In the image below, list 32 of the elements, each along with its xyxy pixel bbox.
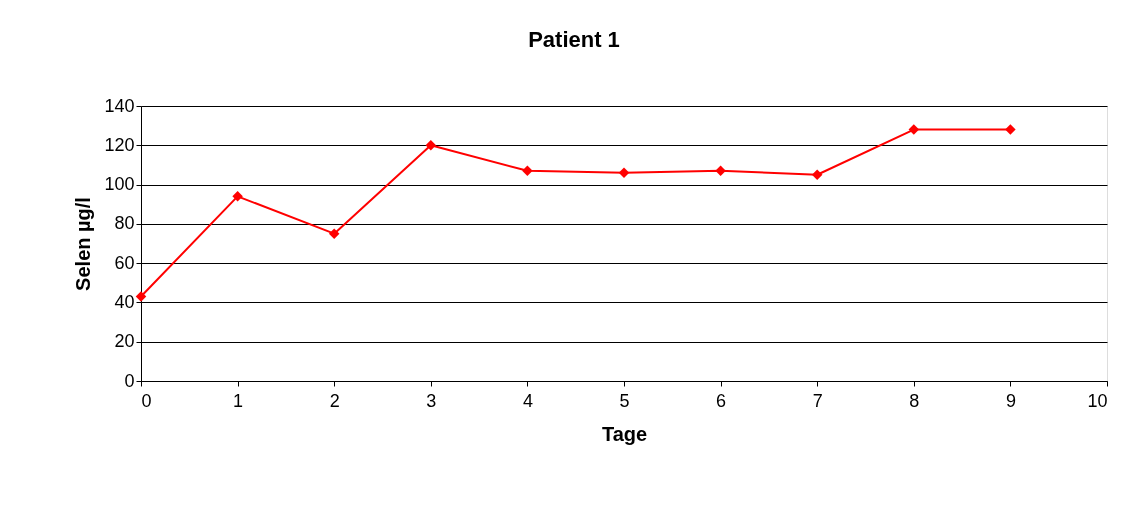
x-tick-label: 8 [909, 390, 920, 411]
y-tick-label: 140 [104, 95, 135, 116]
point [232, 191, 243, 202]
x-tick-label: 4 [522, 390, 533, 411]
y-tick-label: 0 [124, 370, 135, 391]
point [1005, 124, 1016, 135]
x-tick-label: 6 [716, 390, 727, 411]
y-tick-label: 120 [104, 134, 135, 155]
point [811, 169, 823, 180]
x-tick-label: 5 [619, 390, 630, 411]
x-tick-label: 0 [141, 390, 152, 411]
point [522, 165, 533, 177]
point [328, 228, 340, 239]
y-tick-label: 40 [114, 291, 135, 312]
y-tick-label: 80 [114, 213, 135, 234]
x-tick-label: 1 [233, 390, 244, 411]
point [425, 140, 437, 151]
y-tick-label: 20 [114, 331, 135, 352]
chart-title: Patient 1 [528, 27, 620, 52]
y-axis-title: Selen µg/l [72, 197, 95, 291]
x-axis-title: Tage [601, 422, 648, 445]
point [618, 167, 630, 179]
y-tick-label: 60 [114, 252, 135, 273]
y-tick-label: 100 [104, 174, 135, 195]
point [135, 291, 147, 302]
x-tick-label: 7 [812, 390, 823, 411]
x-tick-label: 3 [426, 390, 437, 411]
x-tick-label: 2 [329, 390, 340, 411]
x-tick-label: 9 [1005, 390, 1016, 411]
x-tick-label: 10 [1087, 390, 1108, 411]
point [715, 165, 726, 177]
point [908, 124, 920, 135]
